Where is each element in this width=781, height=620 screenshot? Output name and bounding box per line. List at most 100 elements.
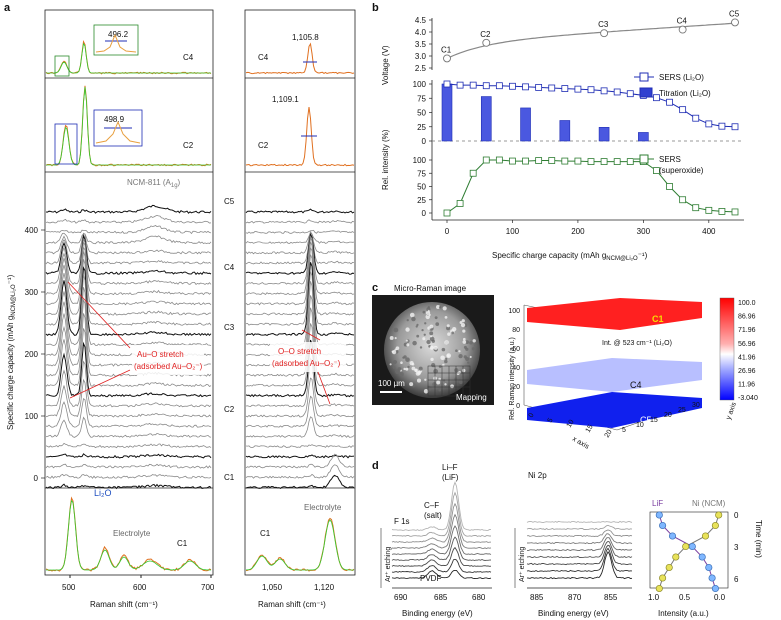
f-xtick-680: 680: [472, 593, 486, 602]
voltage-tick-label: 3.0: [415, 52, 427, 61]
sers-li2o-point: [443, 80, 451, 88]
panel-b-chart: Voltage (V) Rel. intensity (%) 2.5 3.0 3.5…: [381, 9, 744, 262]
rel-bottom-tick-label: 50: [417, 183, 426, 192]
panel-d-chart: F 1s C–F (salt) Li–F (LiF) Ar⁺ etching P…: [380, 463, 763, 618]
fit-c1-right: [245, 519, 354, 571]
speckle: [465, 340, 470, 344]
raman-spectrum-left: [46, 259, 212, 326]
sers-li2o-point: [731, 123, 739, 131]
surface-c1: [527, 298, 702, 330]
pvdf-label: PVDF: [420, 574, 441, 583]
legend-titration-label: Titration (Li₂O): [659, 89, 711, 98]
fit-c1-left: [46, 499, 211, 571]
speckle: [458, 350, 461, 353]
speckle: [427, 309, 430, 313]
ni2p-spectrum: [526, 544, 633, 566]
sers-li2o-point: [509, 82, 516, 90]
ncm-label: NCM-811 (A1g): [127, 178, 181, 189]
speckle: [395, 369, 400, 375]
raman-spectrum-right: [245, 254, 355, 326]
raman-spectrum-right: [245, 357, 355, 408]
left-xtick-500: 500: [62, 583, 76, 592]
speckle: [421, 328, 424, 332]
speckle: [434, 316, 438, 320]
ytick-label: 300: [25, 288, 39, 297]
speckle: [411, 316, 416, 322]
raman-spectrum-right: [245, 233, 355, 275]
time-ytick-6: 6: [734, 575, 739, 584]
speckle: [461, 319, 465, 323]
sers-superoxide-point: [587, 158, 595, 165]
lif-label-1: Li–F: [442, 463, 458, 472]
spectrum-c2-right: [245, 107, 355, 167]
right-xtick-1050: 1,050: [262, 583, 283, 592]
raman-spectrum-left: [45, 214, 212, 224]
speckle: [442, 306, 447, 311]
raman-spectrum-right: [245, 323, 355, 387]
sers-li2o-point: [522, 83, 529, 91]
raman-spectrum-right: [245, 444, 355, 449]
speckle: [424, 378, 427, 381]
speckle: [458, 371, 461, 374]
speckle: [389, 335, 394, 340]
raman-spectrum-left: [45, 442, 212, 449]
sers-superoxide-point: [679, 196, 687, 204]
sers-li2o-point: [613, 88, 621, 96]
sers-li2o-point: [561, 85, 569, 92]
raman-spectrum-right: [245, 464, 355, 479]
raman-spectrum-left: [45, 234, 212, 276]
electrolyte-left-label: Electrolyte: [113, 529, 151, 538]
sers-li2o-point: [653, 94, 660, 102]
raman-spectrum-left: [45, 328, 212, 388]
sers-li2o-point: [469, 81, 477, 89]
speckle: [433, 368, 439, 374]
y-tick-label: 30: [692, 402, 700, 409]
intensity-frame: [649, 511, 729, 589]
f1s-spectrum: [391, 481, 492, 531]
voltage-tick-label: 4.5: [415, 16, 427, 25]
colorbar-tick-label: 41.96: [738, 354, 756, 361]
titration-bar: [441, 83, 453, 142]
legend-sers-li2o-label: SERS (Li₂O): [659, 73, 704, 82]
raman-spectrum-left: [45, 241, 212, 296]
voltage-tick-label: 4.0: [415, 28, 427, 37]
b-xlabel: Specific charge capacity (mAh gNCM@Li₂O⁻…: [492, 251, 648, 262]
panel-a-ylabel: Specific charge capacity (mAh gNCM@Li₂O⁻…: [6, 274, 17, 430]
speckle: [405, 367, 409, 371]
oo-annotation-line1: O–O stretch: [278, 347, 321, 356]
speckle: [403, 367, 406, 371]
oo-arrow-1: [301, 329, 321, 341]
speckle: [416, 334, 420, 338]
speckle: [430, 335, 433, 338]
speckle: [429, 331, 434, 336]
y-tick-label: 25: [678, 407, 686, 414]
legend-titration: [639, 87, 653, 98]
right-xtick-1120: 1,120: [314, 583, 335, 592]
colorbar-tick-label: -3.040: [738, 395, 758, 402]
raman-spectrum-right: [245, 231, 355, 244]
speckle: [462, 337, 466, 341]
surface-zlabel: Rel. Raman intensity (a.u.): [509, 337, 516, 420]
cf-label-1: C–F: [424, 501, 439, 510]
sers-li2o-series: [443, 80, 739, 131]
speckle: [406, 318, 409, 322]
speckle: [392, 366, 396, 369]
f1s-spectrum: [391, 513, 492, 549]
z-tick-label: 20: [512, 384, 520, 391]
raman-spectrum-left: [45, 360, 212, 408]
left-xlabel: Raman shift (cm⁻¹): [90, 600, 158, 609]
ni-point: [655, 584, 663, 593]
speckle: [400, 361, 403, 364]
raman-spectrum-left: [45, 463, 212, 469]
raman-spectrum-left: [45, 233, 212, 265]
colorbar-ticks: 100.0 86.96 71.96 56.96 41.96 26.96 11.96 -3.04…: [738, 300, 758, 402]
sers-li2o-point: [718, 122, 726, 130]
lif-label-2: (LiF): [442, 473, 459, 482]
sers-li2o-point: [456, 81, 464, 89]
speckle: [458, 379, 464, 385]
speckle: [455, 349, 458, 353]
f1s-spectrum: [391, 546, 492, 568]
rel-bottom-tick-label: 75: [417, 169, 426, 178]
surface-y-ticks: 5 10 15 20 25 30: [622, 402, 700, 434]
rel-bottom-tick-label: 0: [422, 209, 427, 218]
